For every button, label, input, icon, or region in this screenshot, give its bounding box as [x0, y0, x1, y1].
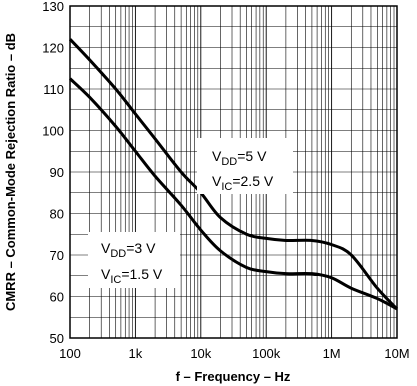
series-line-2 [68, 77, 398, 311]
x-tick-label: 1k [129, 346, 143, 361]
series-line-1 [68, 38, 399, 310]
y-tick-label: 60 [50, 290, 64, 305]
y-tick-label: 90 [50, 165, 64, 180]
y-axis-title: CMRR – Common-Mode Rejection Ratio – dB [3, 33, 18, 311]
x-axis-title: f – Frequency – Hz [176, 369, 291, 384]
annotation-vic-1-5v: VIC=1.5 V [101, 266, 163, 286]
x-tick-label: 10k [190, 346, 211, 361]
y-tick-label: 120 [42, 41, 64, 56]
y-tick-label: 70 [50, 248, 64, 263]
x-tick-label: 100k [252, 346, 281, 361]
x-tick-labels: 100 1k 10k 100k 1M 10M [59, 346, 410, 361]
annotation-box-lower [88, 232, 180, 288]
annotation-box-upper [197, 138, 293, 194]
y-tick-label: 130 [42, 0, 64, 14]
y-tick-label: 110 [43, 82, 64, 97]
x-tick-label: 100 [59, 346, 81, 361]
x-tick-label: 10M [384, 346, 409, 361]
y-tick-label: 50 [50, 331, 64, 346]
x-tick-label: 1M [323, 346, 341, 361]
y-tick-label: 80 [50, 207, 64, 222]
y-tick-label: 100 [42, 124, 64, 139]
annotation-vic-2-5v: VIC=2.5 V [212, 173, 274, 193]
series-lines [68, 38, 399, 311]
annotation-vdd-3v: VDD=3 V [101, 240, 156, 260]
grid-lines [69, 5, 397, 339]
y-tick-labels: 50 60 70 80 90 100 110 120 130 [42, 0, 64, 346]
plot-frame [69, 5, 398, 339]
annotation-vdd-5v: VDD=5 V [212, 148, 267, 168]
